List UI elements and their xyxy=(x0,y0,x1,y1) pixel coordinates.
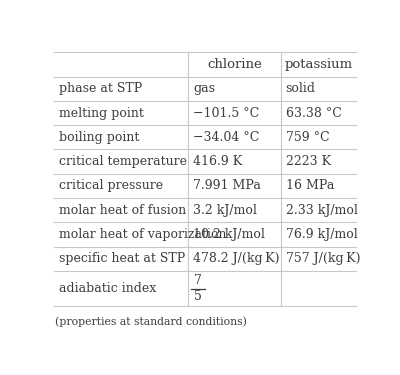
Text: 76.9 kJ/mol: 76.9 kJ/mol xyxy=(286,228,357,241)
Text: 7.991 MPa: 7.991 MPa xyxy=(193,180,261,192)
Text: 416.9 K: 416.9 K xyxy=(193,155,242,168)
Text: 16 MPa: 16 MPa xyxy=(286,180,334,192)
Text: 7: 7 xyxy=(194,274,202,287)
Text: 757 J/(kg K): 757 J/(kg K) xyxy=(286,252,360,266)
Text: −34.04 °C: −34.04 °C xyxy=(193,131,260,144)
Text: boiling point: boiling point xyxy=(59,131,139,144)
Text: 759 °C: 759 °C xyxy=(286,131,329,144)
Text: solid: solid xyxy=(286,82,316,95)
Text: 2.33 kJ/mol: 2.33 kJ/mol xyxy=(286,204,358,217)
Text: critical pressure: critical pressure xyxy=(59,180,163,192)
Text: molar heat of vaporization: molar heat of vaporization xyxy=(59,228,226,241)
Text: 5: 5 xyxy=(194,290,202,303)
Text: potassium: potassium xyxy=(284,58,352,71)
Text: melting point: melting point xyxy=(59,106,144,120)
Text: 63.38 °C: 63.38 °C xyxy=(286,106,342,120)
Text: 478.2 J/(kg K): 478.2 J/(kg K) xyxy=(193,252,280,266)
Text: specific heat at STP: specific heat at STP xyxy=(59,252,185,266)
Text: phase at STP: phase at STP xyxy=(59,82,142,95)
Text: 3.2 kJ/mol: 3.2 kJ/mol xyxy=(193,204,257,217)
Text: −101.5 °C: −101.5 °C xyxy=(193,106,260,120)
Text: (properties at standard conditions): (properties at standard conditions) xyxy=(55,317,247,327)
Text: 2223 K: 2223 K xyxy=(286,155,331,168)
Text: 10.2 kJ/mol: 10.2 kJ/mol xyxy=(193,228,265,241)
Text: adiabatic index: adiabatic index xyxy=(59,282,156,295)
Text: molar heat of fusion: molar heat of fusion xyxy=(59,204,186,217)
Text: chlorine: chlorine xyxy=(207,58,262,71)
Text: gas: gas xyxy=(193,82,215,95)
Text: critical temperature: critical temperature xyxy=(59,155,187,168)
